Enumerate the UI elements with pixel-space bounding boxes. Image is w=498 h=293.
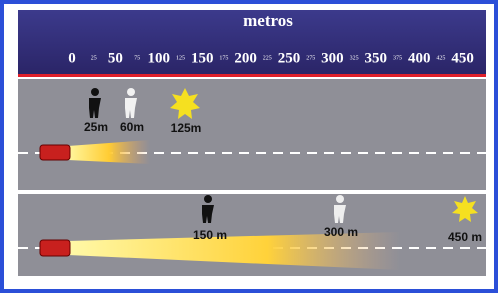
distance-label: 60m bbox=[120, 120, 144, 134]
scale-label: 75 bbox=[134, 55, 140, 61]
scale-label: 400 bbox=[408, 50, 431, 66]
car bbox=[40, 145, 70, 160]
scale-label: 200 bbox=[234, 50, 257, 66]
scale-label: 50 bbox=[108, 50, 123, 66]
scale-label: 100 bbox=[148, 50, 171, 66]
car bbox=[40, 240, 70, 256]
header-title: metros bbox=[243, 11, 293, 30]
infographic: metros 0 25 50 75 100 125 150 175 200 225 250 275 30… bbox=[0, 0, 498, 293]
scale-label: 325 bbox=[350, 55, 359, 61]
scale-label: 125 bbox=[176, 55, 185, 61]
distance-label: 25m bbox=[84, 120, 108, 134]
scale-label: 275 bbox=[306, 55, 315, 61]
scale-label: 450 bbox=[451, 50, 474, 66]
scale-label: 300 bbox=[321, 50, 344, 66]
scale-label: 25 bbox=[91, 55, 97, 61]
scale-label: 375 bbox=[393, 55, 402, 61]
distance-label: 150 m bbox=[193, 228, 227, 242]
road-panel bbox=[18, 79, 486, 190]
scale-label: 0 bbox=[68, 50, 76, 66]
scale-label: 150 bbox=[191, 50, 214, 66]
header-rule bbox=[18, 74, 486, 77]
scale-label: 350 bbox=[365, 50, 388, 66]
scale-label: 175 bbox=[219, 55, 228, 61]
scale-label: 425 bbox=[436, 55, 445, 61]
distance-label: 125m bbox=[171, 121, 202, 135]
road-panel bbox=[18, 194, 486, 276]
scale-label: 250 bbox=[278, 50, 301, 66]
distance-label: 450 m bbox=[448, 230, 482, 244]
distance-label: 300 m bbox=[324, 225, 358, 239]
scale-label: 225 bbox=[263, 55, 272, 61]
